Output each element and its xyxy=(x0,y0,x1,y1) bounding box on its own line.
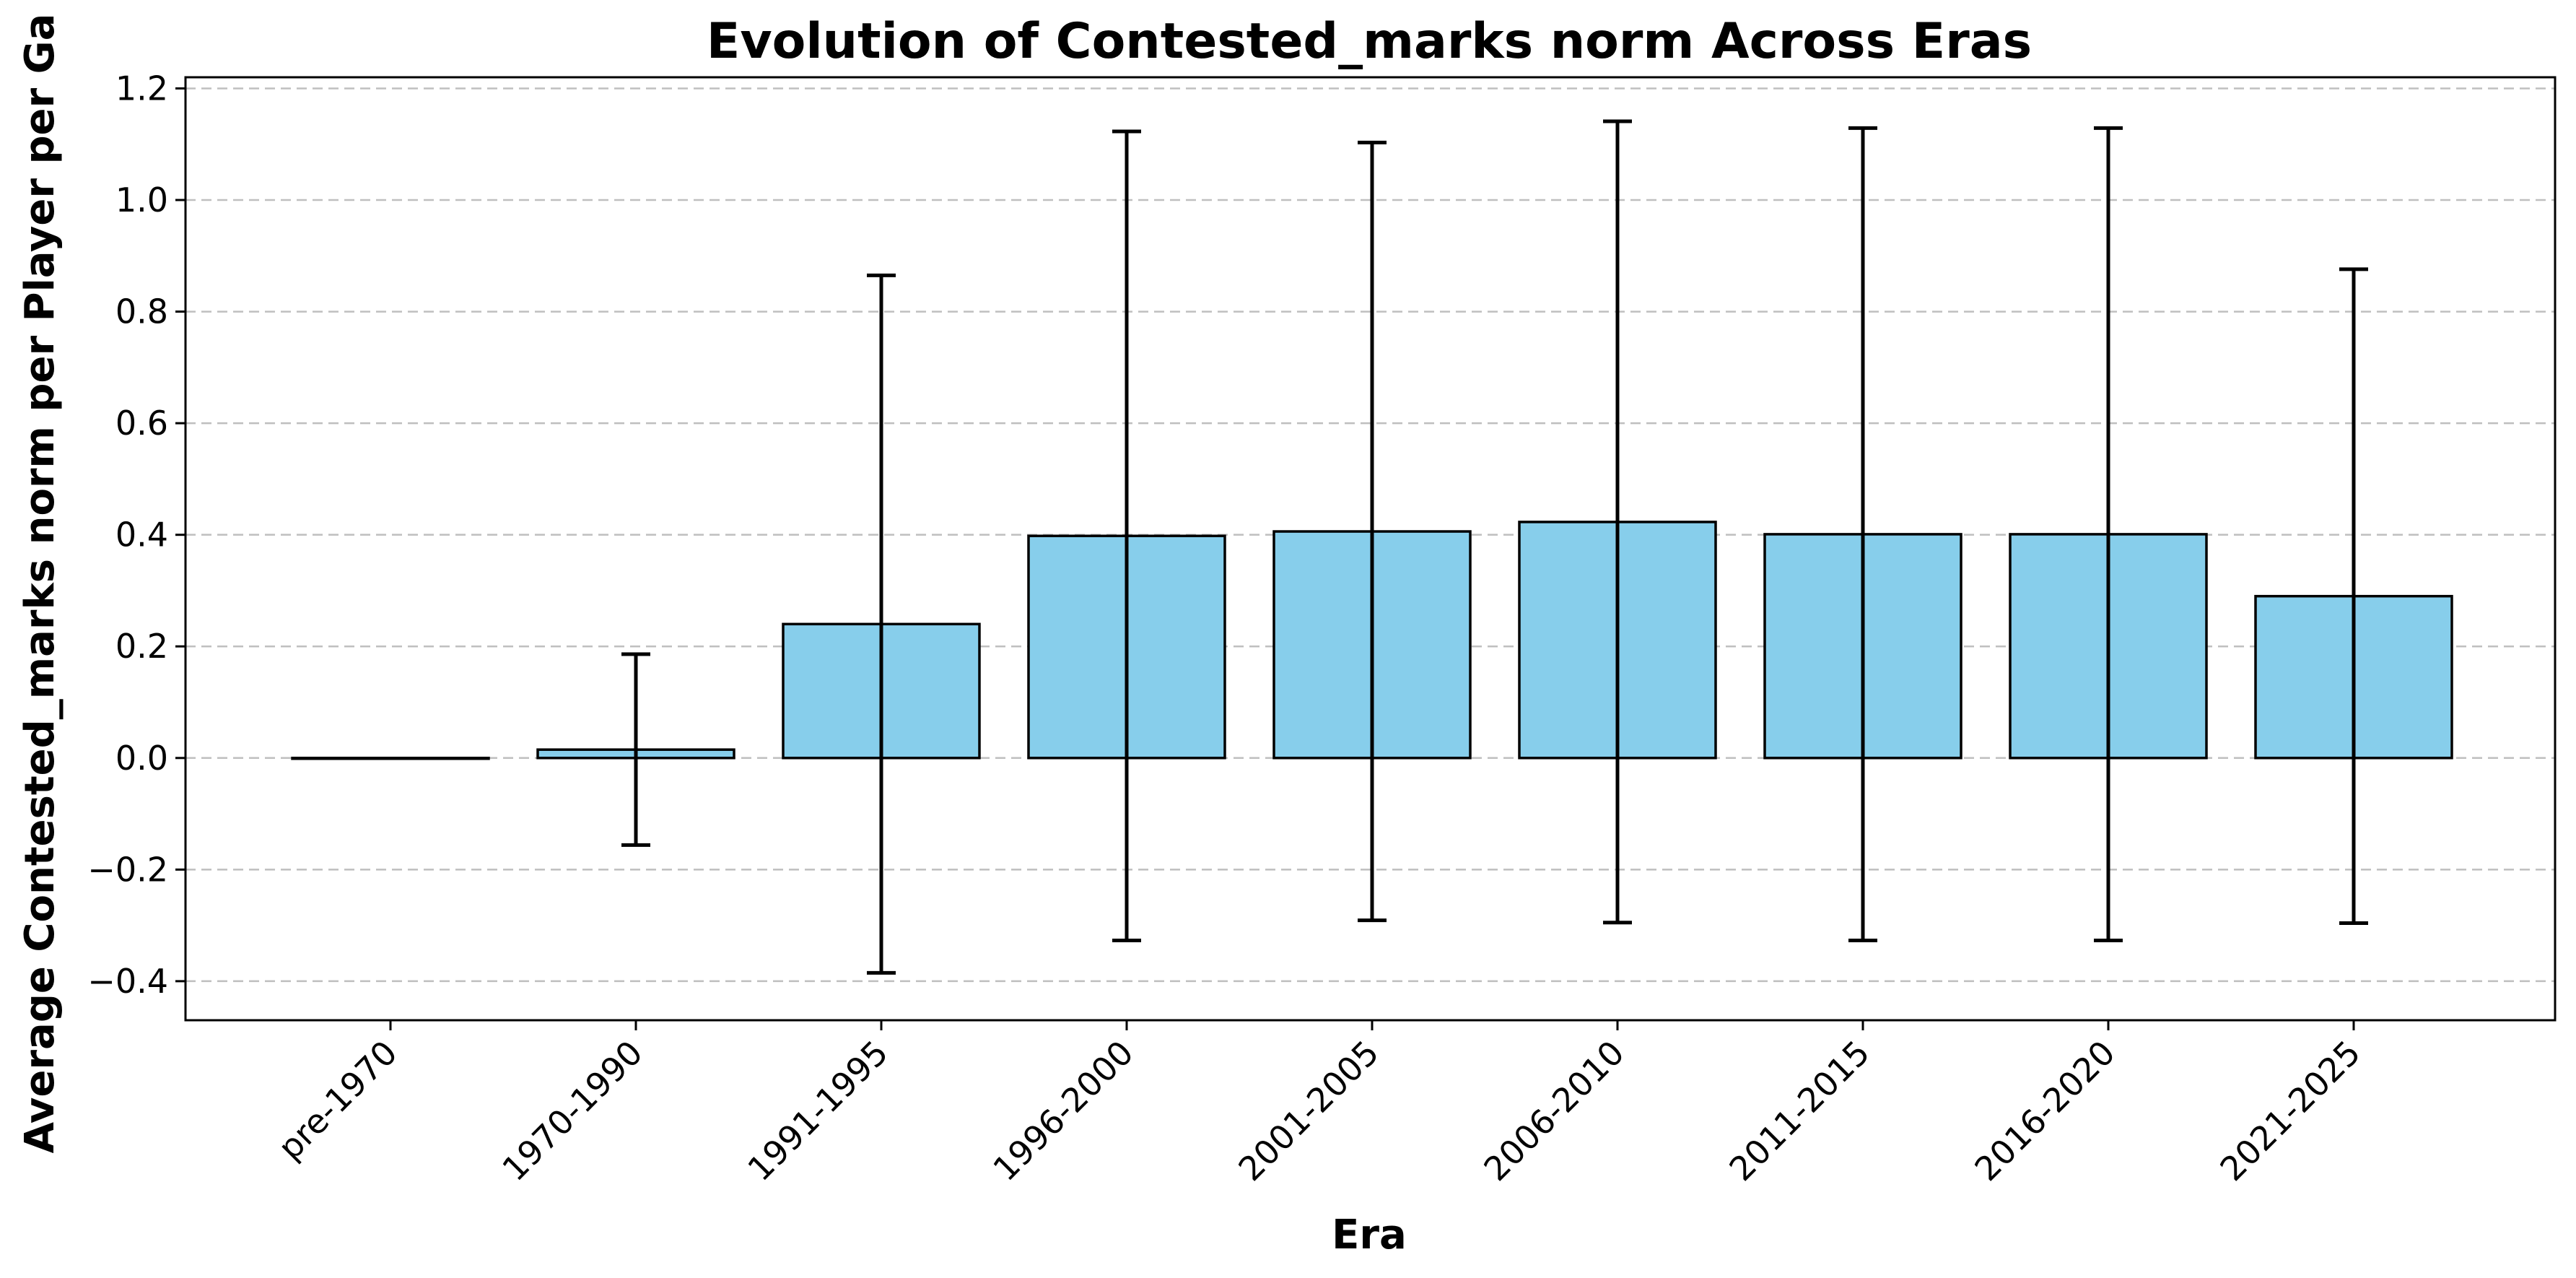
x-tick-label: 1991-1995 xyxy=(740,1033,895,1188)
x-axis-label: Era xyxy=(1332,1212,1407,1259)
plot-frame xyxy=(184,76,2557,1022)
y-tick-label: −0.2 xyxy=(87,850,168,889)
x-tick-label: pre-1970 xyxy=(271,1033,405,1168)
error-bar-1970-1990 xyxy=(621,652,650,847)
error-bar-2001-2005 xyxy=(1358,140,1387,923)
y-tick-label: 1.2 xyxy=(115,69,168,108)
x-axis: pre-1970 1970-1990 1991-1995 1996-2000 2001-… xyxy=(271,1020,2368,1188)
y-tick-label: 1.0 xyxy=(115,181,168,219)
y-axis: −0.4 −0.2 0.0 0.2 0.4 0.6 0.8 1.0 1.2 xyxy=(87,69,185,1001)
error-bars xyxy=(621,119,2368,975)
error-bar-2011-2015 xyxy=(1848,126,1877,942)
x-tick-label: 2001-2005 xyxy=(1231,1033,1386,1188)
y-tick-label: 0.0 xyxy=(115,739,168,778)
x-tick-label: 2006-2010 xyxy=(1476,1033,1631,1188)
y-tick-label: 0.6 xyxy=(115,404,168,443)
error-bar-2016-2020 xyxy=(2094,126,2123,942)
y-tick-label: 0.8 xyxy=(115,292,168,331)
y-tick-label: 0.4 xyxy=(115,516,168,555)
x-tick-label: 2021-2025 xyxy=(2212,1033,2367,1188)
error-bar-1991-1995 xyxy=(867,273,896,975)
x-tick-label: 2016-2020 xyxy=(1967,1033,2122,1188)
error-bar-2006-2010 xyxy=(1603,119,1632,925)
bar-pre-1970 xyxy=(291,757,490,760)
x-tick-label: 1996-2000 xyxy=(985,1033,1140,1188)
y-tick-label: −0.4 xyxy=(87,962,168,1001)
x-tick-label: 1970-1990 xyxy=(494,1033,650,1188)
x-tick-label: 2011-2015 xyxy=(1721,1033,1877,1188)
y-axis-label: Average Contested_marks norm per Player … xyxy=(17,14,64,1154)
error-bar-1996-2000 xyxy=(1112,129,1141,942)
error-bar-2021-2025 xyxy=(2339,267,2368,926)
chart-title: Evolution of Contested_marks norm Across… xyxy=(707,13,2032,70)
y-tick-label: 0.2 xyxy=(115,627,168,666)
